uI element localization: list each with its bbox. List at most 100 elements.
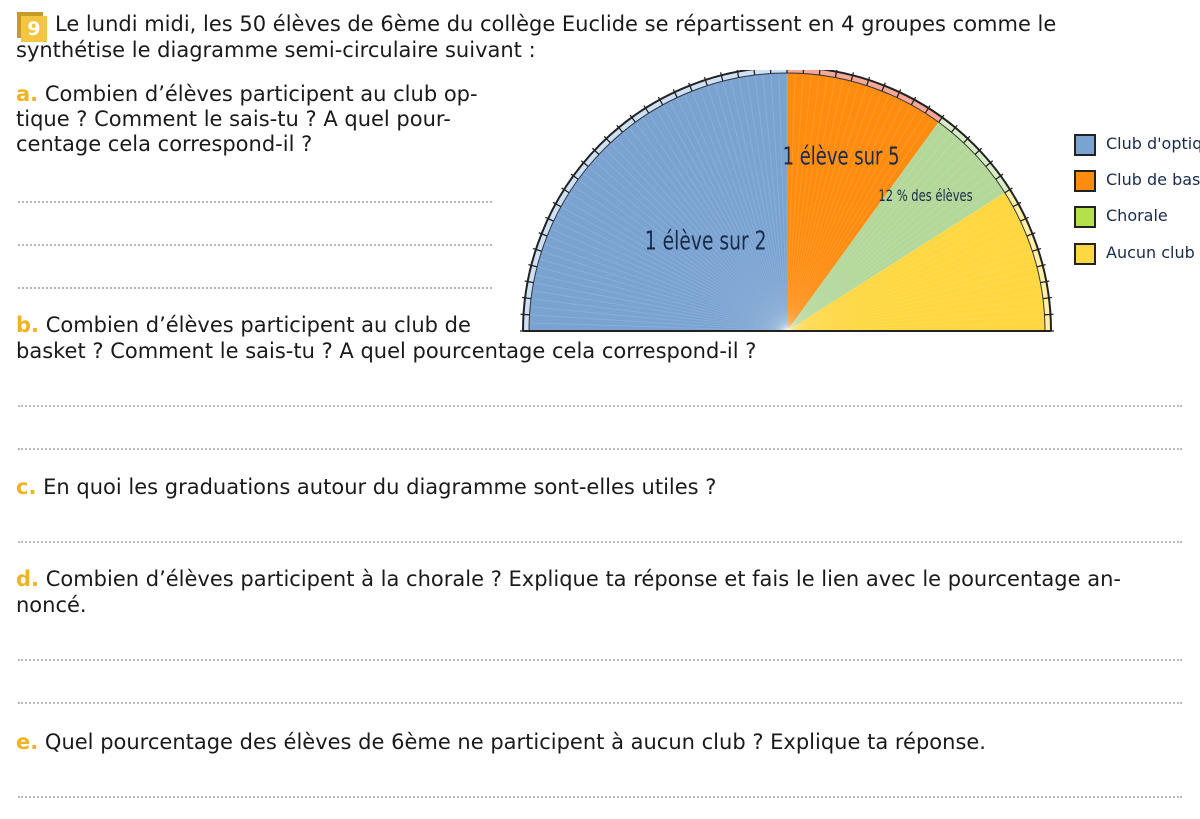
graduation-tick <box>570 173 579 180</box>
graduation-tick <box>538 232 548 237</box>
hatch-line <box>786 85 868 332</box>
graduation-tick <box>1040 280 1050 284</box>
graduation-tick <box>1032 247 1042 252</box>
slice-label-optique: 1 élève sur 2 <box>645 227 767 257</box>
graduation-tick <box>753 70 756 76</box>
hatch-line <box>786 166 987 332</box>
hatch-line <box>786 282 1041 332</box>
question-d-line-2: noncé. <box>16 593 87 617</box>
graduation-tick <box>1004 187 1013 194</box>
hatch-line <box>655 108 788 332</box>
hatch-line <box>535 274 788 332</box>
hatch-line <box>786 77 836 332</box>
graduation-tick <box>1026 232 1036 237</box>
intro-line-2: synthétise le diagramme semi-circulaire … <box>16 38 536 62</box>
graduation-tick <box>881 82 886 92</box>
slice-optique <box>529 73 787 331</box>
hatch-line <box>786 137 958 332</box>
graduation-tick <box>924 105 931 114</box>
hatch-line <box>577 178 788 332</box>
legend-label-aucun-club: Aucun club <box>1106 243 1195 262</box>
graduation-tick <box>603 135 611 144</box>
question-e-line-1: e. Quel pourcentage des élèves de 6ème n… <box>16 729 986 755</box>
hatch-line <box>641 117 788 332</box>
graduation-tick <box>802 70 805 74</box>
hatch-line <box>676 97 788 332</box>
hatch-line <box>786 74 820 332</box>
hatch-line <box>610 142 788 332</box>
hatch-line <box>786 117 933 332</box>
graduation-tick <box>736 70 740 78</box>
graduation-tick <box>719 72 724 82</box>
graduation-tick <box>910 96 917 106</box>
hatch-line <box>684 94 788 332</box>
question-b-text-1: Combien d’élèves participent au club de <box>45 313 471 337</box>
graduation-tick <box>672 89 678 98</box>
graduation-tick <box>1036 263 1046 268</box>
answer-line-a-2[interactable] <box>18 244 492 246</box>
hatch-line <box>529 314 788 332</box>
hatch-line <box>669 100 788 332</box>
graduation-tick <box>938 114 945 123</box>
legend-label-chorale: Chorale <box>1106 206 1168 225</box>
hatch-line <box>786 213 1018 332</box>
hatch-line <box>722 80 788 332</box>
hatch-line <box>738 77 788 332</box>
hatch-line <box>786 298 1044 332</box>
hatch-line <box>770 73 788 332</box>
answer-line-e-1[interactable] <box>18 796 1182 798</box>
exercise-number-badge: 9 <box>17 12 47 42</box>
hatch-line <box>530 298 788 332</box>
hatch-line <box>536 266 788 332</box>
question-a-line-1: a. Combien d’élèves participent au club … <box>16 81 478 107</box>
hatch-line <box>786 290 1042 332</box>
hatch-line <box>533 282 788 332</box>
hatch-line <box>593 160 788 332</box>
slice-label-chorale: 12 % des élèves <box>878 187 972 205</box>
hatch-line <box>616 137 788 332</box>
answer-line-c-1[interactable] <box>18 541 1182 543</box>
graduation-tick <box>657 96 664 106</box>
hatch-line <box>786 100 905 332</box>
hatch-line <box>582 172 788 332</box>
answer-line-d-1[interactable] <box>18 659 1182 661</box>
hatch-line <box>546 235 788 332</box>
legend-swatch-optique <box>1074 134 1096 156</box>
answer-line-d-2[interactable] <box>18 702 1182 704</box>
hatch-line <box>622 131 788 332</box>
hatch-line <box>604 148 788 332</box>
hatch-line <box>699 88 788 332</box>
graduation-tick <box>688 82 693 92</box>
graduation-tick <box>552 201 562 208</box>
hatch-line <box>662 104 788 332</box>
answer-line-a-3[interactable] <box>18 287 492 289</box>
graduation-tick <box>629 114 636 123</box>
hatch-line <box>786 178 997 332</box>
graduation-tick <box>1044 313 1054 316</box>
hatch-line <box>786 131 952 332</box>
answer-line-a-1[interactable] <box>18 201 492 203</box>
hatch-line <box>786 160 981 332</box>
question-b-line-1: b. Combien d’élèves participent au club … <box>16 312 471 338</box>
graduation-tick <box>528 263 538 268</box>
hatch-line <box>786 266 1038 332</box>
answer-line-b-2[interactable] <box>18 448 1182 450</box>
hatch-line <box>587 166 788 332</box>
hatch-line <box>541 250 788 332</box>
hatch-line <box>786 73 804 332</box>
hatch-line <box>529 322 788 332</box>
hatch-line <box>754 74 788 332</box>
graduation-tick <box>985 160 994 168</box>
hatch-line <box>786 199 1010 332</box>
hatch-line <box>786 74 812 332</box>
question-b-line-2: basket ? Comment le sais-tu ? A quel pou… <box>16 339 757 363</box>
answer-line-b-1[interactable] <box>18 405 1182 407</box>
hatch-line <box>786 274 1039 332</box>
hatch-line <box>560 206 788 332</box>
hatch-line <box>786 306 1044 332</box>
graduation-tick <box>950 124 958 133</box>
graduation-tick <box>545 216 554 222</box>
legend-swatch-chorale <box>1074 206 1096 228</box>
hatch-line <box>786 73 796 332</box>
graduation-tick <box>532 247 542 252</box>
